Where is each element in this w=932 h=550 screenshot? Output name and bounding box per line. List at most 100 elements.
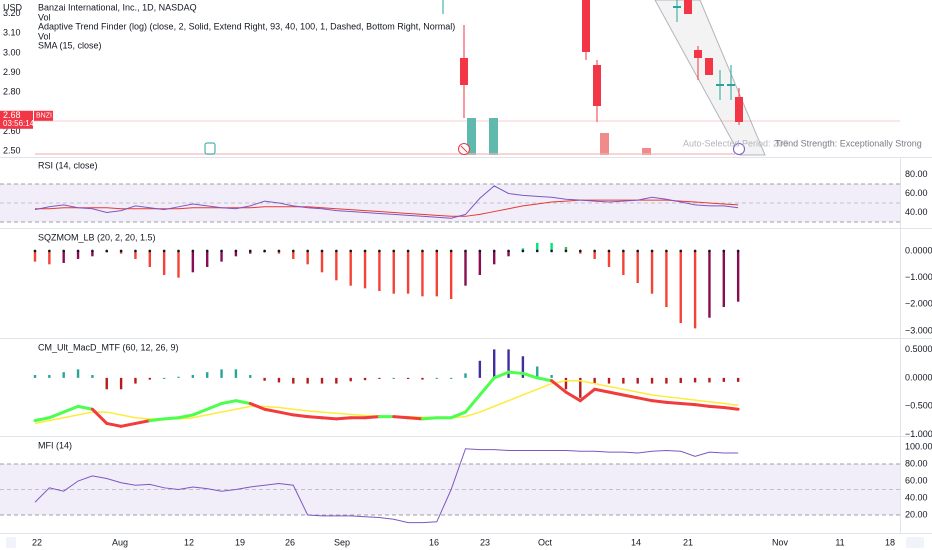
indicator-tick-label: 0.0000 (905, 245, 932, 255)
currency-label: USD (3, 2, 23, 12)
squeeze-dot (449, 249, 453, 253)
rsi-ma-line (35, 199, 739, 217)
momentum-bar (33, 250, 37, 262)
indicator-tick-label: 20.00 (905, 509, 928, 519)
time-tick-label: 11 (835, 537, 844, 547)
momentum-bar (650, 250, 654, 294)
volume-bar (467, 118, 476, 155)
squeeze-dot (435, 249, 439, 253)
volume-bar (489, 118, 498, 155)
squeeze-dot (248, 249, 252, 253)
countdown-label: 03:56:14 (3, 119, 35, 128)
momentum-bar (478, 250, 482, 275)
candle-body (727, 84, 735, 86)
macd-segment (205, 402, 224, 411)
squeeze-dot (378, 249, 381, 253)
volume-baseline (35, 153, 735, 155)
candle-body (460, 58, 468, 85)
macd-segment (722, 406, 740, 411)
macd-hist-bar (349, 377, 352, 382)
squeeze-dot (636, 249, 639, 253)
macd-segment (392, 415, 410, 420)
squeeze-dot (593, 249, 596, 253)
macd-segment (177, 413, 195, 420)
momentum-bar (550, 242, 553, 251)
time-tick-label: 26 (285, 537, 295, 547)
indicator-tick-label: 40.00 (905, 207, 928, 217)
candles (442, 0, 743, 125)
squeeze-dot (134, 249, 137, 253)
momentum-bar (593, 250, 596, 259)
time-tick-label: 23 (480, 537, 490, 547)
macd-segment (90, 407, 109, 425)
legend-item: Vol (38, 12, 51, 22)
momentum-bar (234, 250, 238, 257)
momentum-bar (665, 250, 668, 308)
indicator-tick-label: 40.00 (905, 492, 928, 502)
macd-hist-bar (521, 356, 525, 378)
settings-button[interactable] (906, 537, 924, 548)
squeeze-dot (406, 249, 410, 253)
candle-body (593, 65, 601, 106)
macd-segment (607, 390, 625, 397)
squeeze-dot (48, 249, 51, 253)
momentum-bar (349, 250, 352, 286)
price-tick-label: 2.60 (3, 126, 21, 136)
macd-hist-bar (493, 349, 496, 378)
macd-hist-bar (62, 372, 65, 378)
macd-hist-bar (708, 377, 711, 383)
earnings-icon[interactable] (204, 142, 216, 155)
last-price-badge (0, 110, 33, 129)
macd-hist-bar (105, 377, 108, 390)
pane-title: MFI (14) (38, 440, 72, 450)
macd-segment (593, 387, 611, 394)
period-text: Auto-Selected Period: 200 (683, 138, 788, 148)
squeeze-dot (320, 249, 324, 253)
macd-hist-bar (234, 369, 238, 378)
macd-segment (492, 370, 511, 380)
squeeze-dot (91, 249, 94, 253)
macd-hist-bar (162, 377, 166, 379)
squeeze-dot (349, 249, 353, 253)
momentum-bar (220, 250, 223, 262)
macd-segment (33, 416, 51, 423)
macd-segment (47, 410, 66, 420)
momentum-bar (134, 250, 137, 259)
last-price-label: 2.68 (3, 110, 21, 120)
momentum-bar (363, 250, 367, 289)
momentum-bar (177, 250, 180, 278)
macd-hist-bar (306, 377, 309, 384)
price-tick-label: 3.10 (3, 28, 21, 38)
candle-body (716, 84, 724, 86)
momentum-bar (693, 250, 697, 329)
squeeze-dot (292, 249, 295, 253)
macd-segment (420, 416, 439, 421)
macd-hist-bar (277, 377, 281, 383)
momentum-bar (392, 250, 395, 294)
macd-segment (162, 416, 180, 421)
pane-title: RSI (14, close) (38, 160, 98, 170)
macd-segment (449, 410, 467, 420)
macd-segment (621, 393, 640, 400)
macd-hist-bar (48, 375, 51, 378)
chart-icons (204, 142, 745, 155)
momentum-bar (679, 250, 682, 324)
event-icon[interactable] (733, 143, 745, 155)
time-tick-label: 12 (184, 537, 194, 547)
momentum-bar (507, 250, 510, 257)
momentum-bar (708, 250, 711, 318)
time-tick-label: Sep (334, 537, 350, 547)
macd-segment (76, 404, 94, 411)
momentum-bar (493, 250, 496, 265)
timezone-button[interactable] (6, 537, 16, 548)
macd-segment (277, 410, 295, 417)
squeeze-dot (550, 249, 553, 253)
squeeze-dot (62, 249, 65, 253)
momentum-bar (722, 250, 725, 308)
macd-segment (263, 407, 281, 414)
time-tick-label: 16 (429, 537, 439, 547)
macd-hist-bar (91, 375, 94, 378)
macd-hist-bar (435, 377, 438, 379)
macd-hist-bar (134, 377, 137, 384)
indicator-tick-label: 80.00 (905, 169, 928, 179)
